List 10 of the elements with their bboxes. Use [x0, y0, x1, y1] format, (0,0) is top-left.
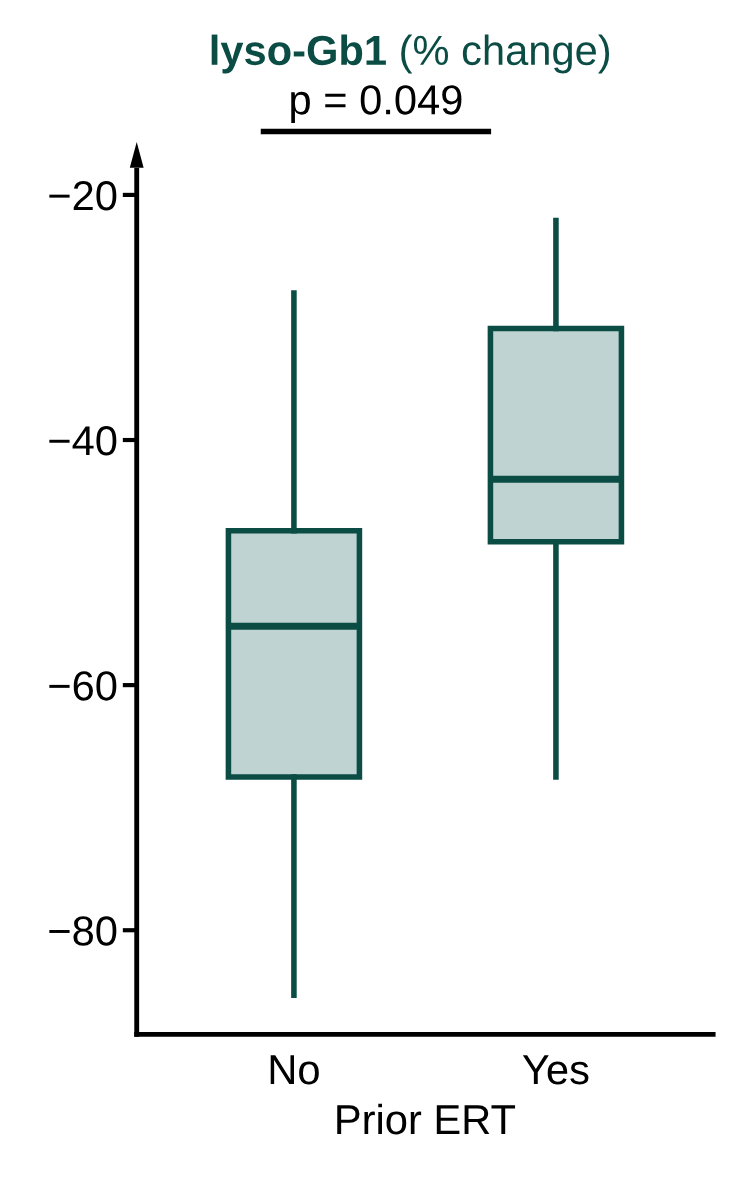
x-tick-label: Yes	[522, 1055, 589, 1085]
x-axis-title: Prior ERT	[337, 1103, 516, 1135]
chart-subtitle: (% change)	[401, 34, 610, 74]
y-tick-label: −80	[49, 916, 117, 946]
y-tick-label: −20	[49, 180, 117, 211]
x-tick-label: No	[270, 1055, 319, 1085]
y-tick-label: −40	[49, 426, 117, 456]
y-tick-label: −60	[49, 671, 117, 701]
text: p = 0.049	[291, 85, 462, 123]
chart-title: lyso-Gb1	[211, 34, 386, 74]
